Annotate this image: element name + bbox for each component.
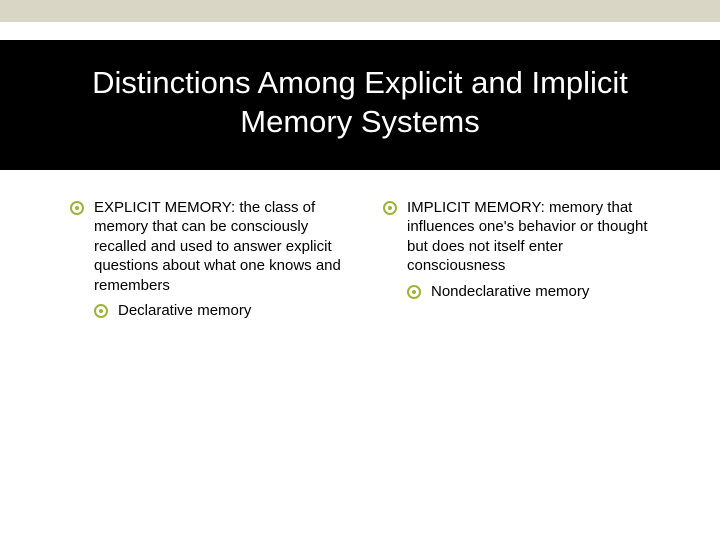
bullet-icon [407,285,421,299]
slide-title: Distinctions Among Explicit and Implicit… [40,64,680,142]
bullet-icon [94,304,108,318]
right-column: IMPLICIT MEMORY: memory that influences … [383,198,660,327]
bullet-text: Declarative memory [118,301,251,321]
bullet-text: EXPLICIT MEMORY: the class of memory tha… [94,198,347,296]
bullet-icon [70,201,84,215]
content-area: EXPLICIT MEMORY: the class of memory tha… [0,170,720,327]
list-item: IMPLICIT MEMORY: memory that influences … [383,198,660,276]
top-accent-bar [0,0,720,22]
list-item: Nondeclarative memory [407,282,660,302]
bullet-icon [383,201,397,215]
list-item: Declarative memory [94,301,347,321]
title-block: Distinctions Among Explicit and Implicit… [0,40,720,170]
list-item: EXPLICIT MEMORY: the class of memory tha… [70,198,347,296]
bullet-text: IMPLICIT MEMORY: memory that influences … [407,198,660,276]
bullet-text: Nondeclarative memory [431,282,589,302]
left-column: EXPLICIT MEMORY: the class of memory tha… [70,198,347,327]
